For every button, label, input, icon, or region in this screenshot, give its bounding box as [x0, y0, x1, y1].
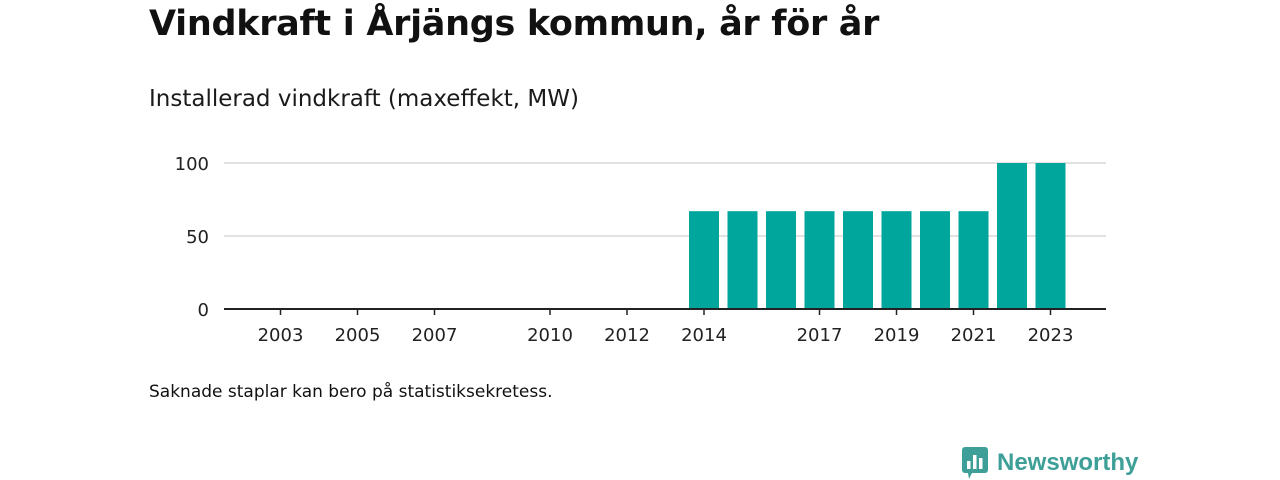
- x-tick-label: 2019: [874, 325, 920, 346]
- x-tick-label: 2014: [681, 325, 727, 346]
- bar: [727, 211, 758, 309]
- newsworthy-logo[interactable]: Newsworthy: [961, 446, 1138, 480]
- bar: [689, 211, 719, 309]
- bar: [920, 211, 950, 309]
- x-tick-label: 2010: [527, 325, 573, 346]
- bar: [997, 163, 1027, 309]
- brand-name: Newsworthy: [997, 449, 1139, 476]
- x-tick-label: 2007: [412, 325, 458, 346]
- bar: [804, 211, 835, 309]
- bar-chart: 0 50 100 2003 2005 2007 2010 2012 2014 2017 2019 20…: [175, 154, 1106, 346]
- bar-chart-speech-bubble-icon: [962, 447, 988, 479]
- footnote: Saknade staplar kan bero på statistiksek…: [149, 382, 553, 402]
- bar: [1035, 163, 1066, 309]
- x-tick-label: 2003: [258, 325, 304, 346]
- x-tick-label: 2021: [951, 325, 997, 346]
- bar: [958, 211, 989, 309]
- x-tick-label: 2005: [335, 325, 381, 346]
- chart-title: Vindkraft i Årjängs kommun, år för år: [149, 4, 880, 44]
- chart-subtitle: Installerad vindkraft (maxeffekt, MW): [149, 86, 579, 112]
- y-tick-label: 50: [186, 227, 209, 248]
- bar: [766, 211, 796, 309]
- y-tick-label: 100: [175, 154, 209, 175]
- y-tick-label: 0: [198, 300, 209, 321]
- bar: [843, 211, 873, 309]
- x-tick-label: 2012: [604, 325, 650, 346]
- x-tick-label: 2017: [797, 325, 843, 346]
- bar: [881, 211, 912, 309]
- x-tick-label: 2023: [1028, 325, 1074, 346]
